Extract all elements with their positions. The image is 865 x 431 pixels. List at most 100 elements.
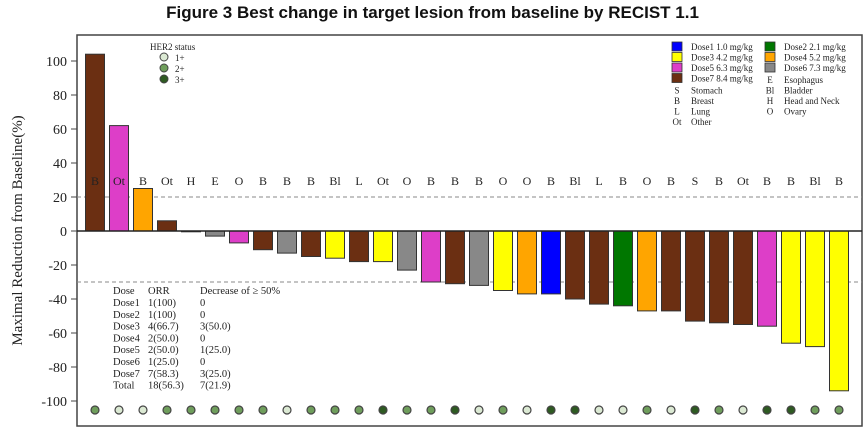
tumor-legend-label: Ovary [784, 107, 807, 117]
table-header: ORR [148, 286, 170, 297]
tumor-label: Ot [161, 174, 174, 188]
bar [205, 230, 225, 237]
her2-dot [258, 405, 268, 415]
tumor-label: O [643, 174, 652, 188]
her2-dot [450, 405, 460, 415]
dose-legend-label: Dose7 8.4 mg/kg [691, 74, 753, 84]
table-cell: 0 [200, 333, 205, 344]
y-axis-label: Maximal Reduction from Baseline(%) [10, 115, 26, 345]
chart-title: Figure 3 Best change in target lesion fr… [166, 3, 699, 22]
tumor-label: B [787, 174, 795, 188]
her2-dot [546, 405, 556, 415]
table-cell: 4(66.7) [148, 322, 179, 333]
bar [301, 230, 321, 257]
dose-legend-label: Dose1 1.0 mg/kg [691, 42, 753, 52]
her2-dot [810, 405, 820, 415]
bar [733, 230, 753, 325]
table-cell: 2(50.0) [148, 333, 179, 344]
her2-dot [834, 405, 844, 415]
her2-legend-swatch [159, 52, 169, 62]
y-tick-label: -100 [41, 395, 67, 410]
her2-dot [378, 405, 388, 415]
y-tick-label: 0 [60, 225, 67, 240]
table-cell: 7(58.3) [148, 369, 179, 380]
tumor-legend-code: L [674, 107, 680, 117]
her2-dot [690, 405, 700, 415]
dose-legend-swatch [671, 41, 683, 52]
her2-legend-swatch [159, 74, 169, 84]
her2-dot [138, 405, 148, 415]
her2-dot [738, 405, 748, 415]
tumor-label: L [355, 174, 362, 188]
y-tick-label: -40 [48, 293, 67, 308]
table-cell: Dose1 [113, 298, 140, 309]
y-tick-label: 20 [53, 191, 67, 206]
her2-dot [282, 405, 292, 415]
y-tick-label: 40 [53, 157, 67, 172]
dose-legend-label: Dose5 6.3 mg/kg [691, 63, 753, 73]
tumor-legend-label: Breast [691, 96, 714, 106]
her2-dot [618, 405, 628, 415]
table-cell: 1(100) [148, 298, 176, 309]
bar [757, 230, 777, 327]
tumor-legend-code: S [674, 86, 679, 96]
table-cell: 0 [200, 298, 205, 309]
tumor-label: L [595, 174, 602, 188]
bar [325, 230, 345, 259]
table-cell: 1(25.0) [200, 345, 231, 356]
her2-dot [786, 405, 796, 415]
bar [709, 230, 729, 324]
her2-dot [474, 405, 484, 415]
tumor-legend-label: Head and Neck [784, 96, 840, 106]
her2-dot [570, 405, 580, 415]
her2-dot [714, 405, 724, 415]
tumor-label: B [763, 174, 771, 188]
tumor-label: B [91, 174, 99, 188]
tumor-legend-code: H [767, 96, 774, 106]
table-cell: 0 [200, 357, 205, 368]
tumor-label: E [211, 174, 218, 188]
dose-legend-label: Dose2 2.1 mg/kg [784, 42, 846, 52]
bar [277, 230, 297, 254]
her2-dot [402, 405, 412, 415]
her2-dot [594, 405, 604, 415]
tumor-label: O [403, 174, 412, 188]
her2-dot [642, 405, 652, 415]
her2-dot [354, 405, 364, 415]
tumor-label: Ot [377, 174, 390, 188]
tumor-label: B [667, 174, 675, 188]
dose-legend-label: Dose6 7.3 mg/kg [784, 63, 846, 73]
dose-legend-swatch [671, 73, 683, 83]
her2-dot [210, 405, 220, 415]
y-tick-label: -20 [48, 259, 67, 274]
bar [541, 230, 561, 295]
table-cell: Dose2 [113, 310, 140, 321]
her2-dot [234, 405, 244, 415]
table-cell: Dose4 [113, 333, 141, 344]
tumor-legend-code: Bl [766, 86, 775, 96]
tumor-label: B [547, 174, 555, 188]
tumor-label: B [619, 174, 627, 188]
tumor-label: B [451, 174, 459, 188]
table-cell: 1(25.0) [148, 357, 179, 368]
tumor-label: O [235, 174, 244, 188]
her2-dot [330, 405, 340, 415]
her2-dot [306, 405, 316, 415]
bar [421, 230, 441, 283]
her2-legend-label: 3+ [175, 75, 185, 85]
y-tick-label: 80 [53, 89, 67, 104]
table-header: Decrease of ≥ 50% [200, 286, 280, 297]
tumor-label: B [715, 174, 723, 188]
tumor-label: Bl [569, 174, 581, 188]
dose-legend-label: Dose4 5.2 mg/kg [784, 53, 846, 63]
her2-dot [522, 405, 532, 415]
tumor-label: B [259, 174, 267, 188]
bar [805, 230, 825, 348]
bar [397, 230, 417, 271]
table-cell: Dose3 [113, 322, 140, 333]
tumor-legend-label: Lung [691, 107, 710, 117]
tumor-legend-label: Other [691, 117, 712, 127]
bar [637, 230, 657, 312]
bar [565, 230, 585, 300]
bar [613, 230, 633, 307]
